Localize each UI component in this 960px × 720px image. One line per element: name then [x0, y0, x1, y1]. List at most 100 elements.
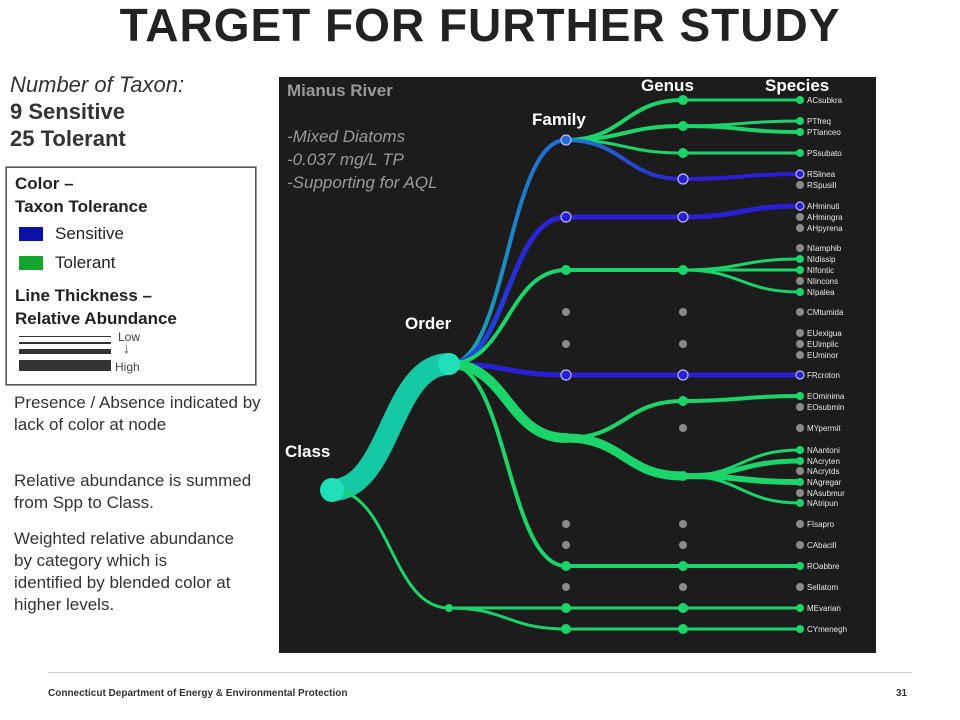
desc-line-3: -Supporting for AQL [287, 173, 438, 192]
species-node-euimplic [796, 340, 804, 348]
genus-node-2 [678, 121, 688, 131]
edge-family-to-genus-8 [564, 399, 685, 440]
genus-node-6 [678, 265, 688, 275]
family-node-4 [562, 308, 570, 316]
edge-order-to-family-1 [447, 138, 568, 366]
edge-genus-to-species-9-4 [681, 474, 802, 505]
tolerant-count: 25 Tolerant [10, 126, 126, 151]
medium-line-sample [19, 349, 111, 354]
species-label: NIdissip [807, 255, 836, 264]
species-label: NIincons [807, 277, 838, 286]
site-description: -Mixed Diatoms -0.037 mg/L TP -Supportin… [287, 125, 438, 194]
desc-line-2: -0.037 mg/L TP [287, 150, 404, 169]
species-node-ptlanceo [796, 128, 804, 136]
edge-order-to-family-2 [446, 214, 569, 367]
arrow-down-icon: ↓ [123, 340, 130, 356]
tree-panel: ACsubkra PTfreq PTlanceo PSsubato RSlinea RSp… [279, 77, 876, 653]
tolerant-label: Tolerant [55, 253, 116, 272]
genus-node-9 [677, 369, 689, 381]
species-label: EUexigua [807, 329, 842, 338]
low-label: Low [118, 330, 141, 344]
species-label: PTfreq [807, 117, 831, 126]
genus-node-5 [677, 211, 689, 223]
footer-org: Connecticut Department of Energy & Envir… [48, 688, 348, 699]
genus-node-10 [678, 396, 688, 406]
order-node [438, 353, 460, 375]
species-label: EUminor [807, 351, 838, 360]
genus-node-4 [677, 173, 689, 185]
legend-box: Color – Taxon Tolerance Sensitive Tolera… [6, 167, 256, 385]
family-node-7 [561, 433, 571, 443]
legend-thickness-heading-2: Relative Abundance [15, 309, 177, 328]
page-number: 31 [896, 688, 908, 699]
family-node-2 [560, 211, 572, 223]
species-label: NAsubmur [807, 489, 845, 498]
edge-genus-to-species-4-1 [681, 172, 802, 181]
genus-node-7 [679, 308, 687, 316]
species-label: NAcryten [807, 457, 840, 466]
species-label: MYpermit [807, 424, 841, 433]
thickness-scale: Low ↓ High [15, 330, 255, 382]
edge-class-to-order-2 [330, 488, 451, 610]
species-node-euexigua [796, 329, 804, 337]
species-label: NIpalea [807, 288, 835, 297]
species-label: CAbacill [807, 541, 837, 550]
species-node-fisapro [796, 520, 804, 528]
family-node-8 [562, 520, 570, 528]
species-label: PSsubato [807, 149, 842, 158]
species-node-nifontic [796, 266, 804, 274]
species-label: EUimplic [807, 340, 839, 349]
edge-genus-to-species-6-1 [681, 257, 802, 272]
species-node-rslinea [795, 169, 805, 179]
species-label: EOsubmin [807, 403, 844, 412]
family-node-6 [560, 369, 572, 381]
species-label: CMtumida [807, 308, 844, 317]
species-node-niincons [796, 277, 804, 285]
edge-order-to-family-3 [447, 268, 568, 366]
page-title: TARGET FOR FURTHER STUDY [119, 0, 841, 51]
genus-node-17 [678, 603, 688, 613]
family-node-3 [561, 265, 571, 275]
order-level-label: Order [405, 314, 452, 333]
edge-order-to-family-5 [444, 359, 571, 443]
genus-node-18 [678, 624, 688, 634]
species-node-pssubato [796, 149, 804, 157]
species-node-rspusill [796, 181, 804, 189]
taxon-count-label: Number of Taxon: [10, 72, 185, 97]
edge-family-to-genus-9 [561, 433, 688, 481]
sensitive-label: Sensitive [55, 224, 124, 243]
species-node-eosubmin [796, 403, 804, 411]
species-node-ptfreq [796, 117, 804, 125]
species-label: CYmenegh [807, 625, 847, 634]
family-node-1 [560, 134, 572, 146]
species-label: NAantoni [807, 446, 840, 455]
species-node-acsubkra [796, 96, 804, 104]
edge-genus-to-species-5-1 [680, 203, 803, 220]
family-node-5 [562, 340, 570, 348]
species-node-mevarian [796, 604, 804, 612]
family-level-label: Family [532, 110, 586, 129]
species-node-ahpyrena [796, 224, 804, 232]
high-label: High [115, 360, 140, 374]
species-label: NAtripun [807, 499, 838, 508]
genus-node-14 [679, 541, 687, 549]
family-node-11 [562, 583, 570, 591]
species-node-nasubmur [796, 489, 804, 497]
species-label: NIamphib [807, 244, 842, 253]
species-label: NAcrytds [807, 467, 839, 476]
tolerant-swatch [19, 256, 43, 270]
species-label: PTlanceo [807, 128, 841, 137]
genus-node-1 [678, 95, 688, 105]
river-name: Mianus River [287, 81, 393, 100]
presence-note: Presence / Absence indicated by lack of … [14, 393, 261, 434]
genus-node-16 [679, 583, 687, 591]
thin-line-sample [19, 336, 111, 337]
desc-line-1: -Mixed Diatoms [287, 127, 406, 146]
genus-node-12 [678, 471, 688, 481]
species-label: RSpusill [807, 181, 837, 190]
species-node-niamphib [796, 244, 804, 252]
species-label: FIsapro [807, 520, 835, 529]
species-node-euminor [796, 351, 804, 359]
edge-order-to-family-6 [447, 362, 568, 568]
family-node-13 [561, 624, 571, 634]
